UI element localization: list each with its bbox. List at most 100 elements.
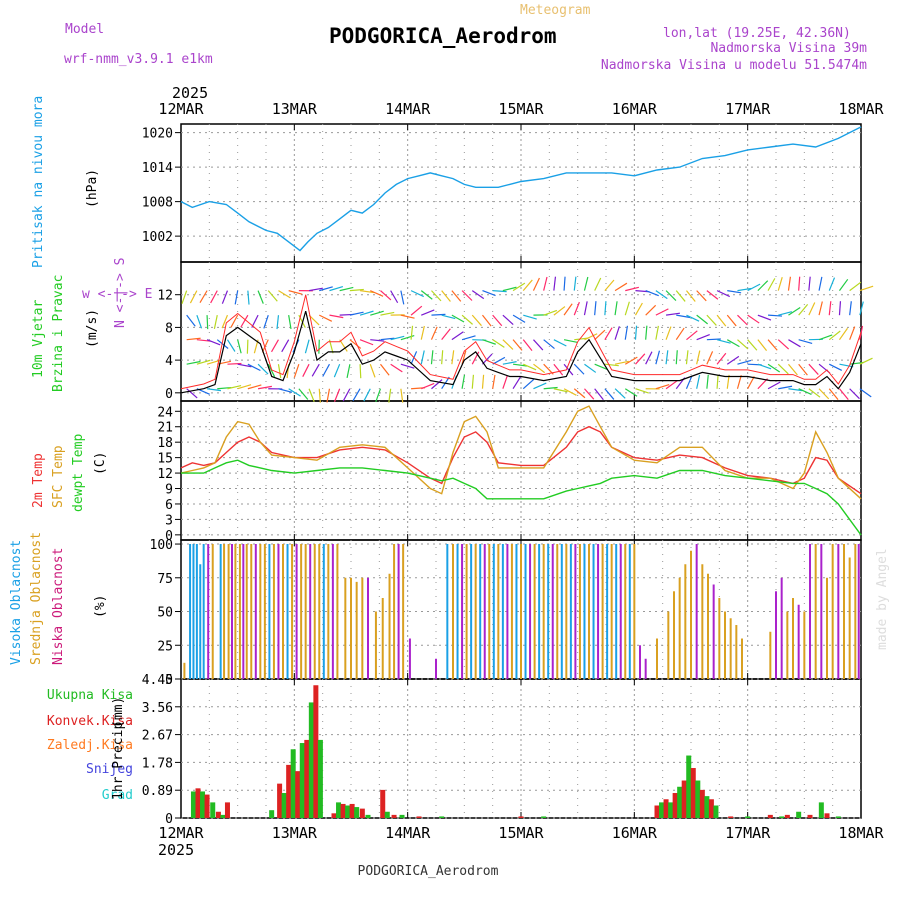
model-elevation-text: Nadmorska Visina u modelu 51.5474m [601,58,867,73]
wind-arrow [849,281,862,292]
ytick-label-wind: 0 [165,387,173,402]
precip-conv-label: Konvek.Kisa [47,714,133,729]
wind-arrow [777,363,789,375]
wind-arrow [543,309,558,316]
ytick-label-pressure: 1008 [142,196,173,211]
wind-arrow [288,290,303,295]
wind-arrow [431,290,442,302]
precip-bar [204,794,210,818]
precip-bar [380,789,386,818]
xtick-label-top: 15MAR [498,100,544,118]
precip-bar [416,816,422,818]
wind-arrow [716,290,731,298]
wind-arrow [675,327,685,341]
precip-bar [681,780,687,818]
wind-arrow [181,290,188,304]
wind-arrow [237,339,242,354]
wind-arrow [430,326,438,340]
wind-arrow [573,301,580,316]
wind-arrow [665,290,677,301]
wind-arrow [675,350,678,365]
wind-arrow [196,314,203,329]
wind-arrow [767,363,781,373]
wind-arrow [430,350,434,365]
wind-arrow [349,288,364,292]
wind-arrow [737,359,752,365]
wind-arrow [859,357,873,365]
precip-bar [220,814,226,818]
ytick-label-temperature: 18 [157,436,173,451]
wind-arrow [278,388,293,393]
wind-arrow [278,290,291,299]
wind-arrow [604,388,615,400]
wind-arrow [420,325,425,340]
wind-arrow [471,314,482,327]
wind-arrow [828,277,836,291]
cloud-unit: (%) [93,595,108,618]
precip-bar [835,816,841,818]
precip-bar [659,802,665,818]
wind-arrow [221,314,229,329]
precip-bar [668,802,674,818]
wind-arrow [481,314,492,327]
ytick-label-temperature: 15 [157,452,173,467]
precip-bar [663,799,669,818]
precip-bar [695,780,701,818]
precip-bar [784,814,790,818]
wind-arrow [716,352,727,365]
station-title: PODGORICA_Aerodrom [329,24,557,48]
wind-arrow [839,363,854,368]
xtick-label-bottom: 18MAR [838,824,884,842]
wind-arrow [492,374,496,389]
wind-arrow [798,276,801,291]
wind-arrow [645,351,653,365]
xtick-label-bottom: 16MAR [612,824,658,842]
precip-bar [277,783,283,818]
wind-arrow [359,290,375,294]
precip-bar [713,805,719,818]
wind-arrow [237,384,252,390]
wind-arrow [206,315,209,330]
wind-arrow [502,314,514,326]
wind-arrow [533,339,544,351]
precip-bar [195,788,201,818]
ytick-label-wind: 12 [157,289,173,304]
wind-arrow [247,363,261,372]
wind-arrow [767,278,776,291]
wind-arrow [757,363,772,370]
precip-bar [745,816,751,818]
wind-arrow [614,326,620,340]
wind-arrow [767,381,781,390]
credit-text: made by Angel [875,548,890,650]
precip-bar [210,802,216,818]
wind-arrow [655,290,668,300]
wind-arrow [257,363,269,375]
wind-arrow [240,314,249,328]
xtick-label-bottom: 13MAR [272,824,318,842]
wind-arrow [369,364,376,378]
xtick-label-bottom: 15MAR [498,824,544,842]
wind-arrow [798,388,812,395]
wind-arrow [747,339,758,351]
wind-arrow [213,315,218,329]
wind-arrow [788,388,803,392]
pressure-label: Pritisak na nivou mora [31,96,46,268]
wind-arrow [186,388,198,399]
wind-arrow [431,313,446,316]
precip-bar [672,793,678,818]
wind-compass-ns: N <-|-> S [113,258,128,328]
wind-arrow [798,304,809,316]
wind-arrow [400,314,415,319]
ytick-label-temperature: 12 [157,467,173,482]
wind-arrow [339,339,348,352]
precip-bar [439,816,445,818]
wind-arrow [726,339,740,348]
wind-arrow [196,359,211,365]
wind-arrow [390,363,403,373]
wind-arrow [645,325,648,340]
wind-arrow [686,314,700,322]
wind-arrow [563,276,566,291]
wind-arrow [726,374,730,389]
wind-arrow [333,363,341,378]
wind-arrow [706,290,719,300]
